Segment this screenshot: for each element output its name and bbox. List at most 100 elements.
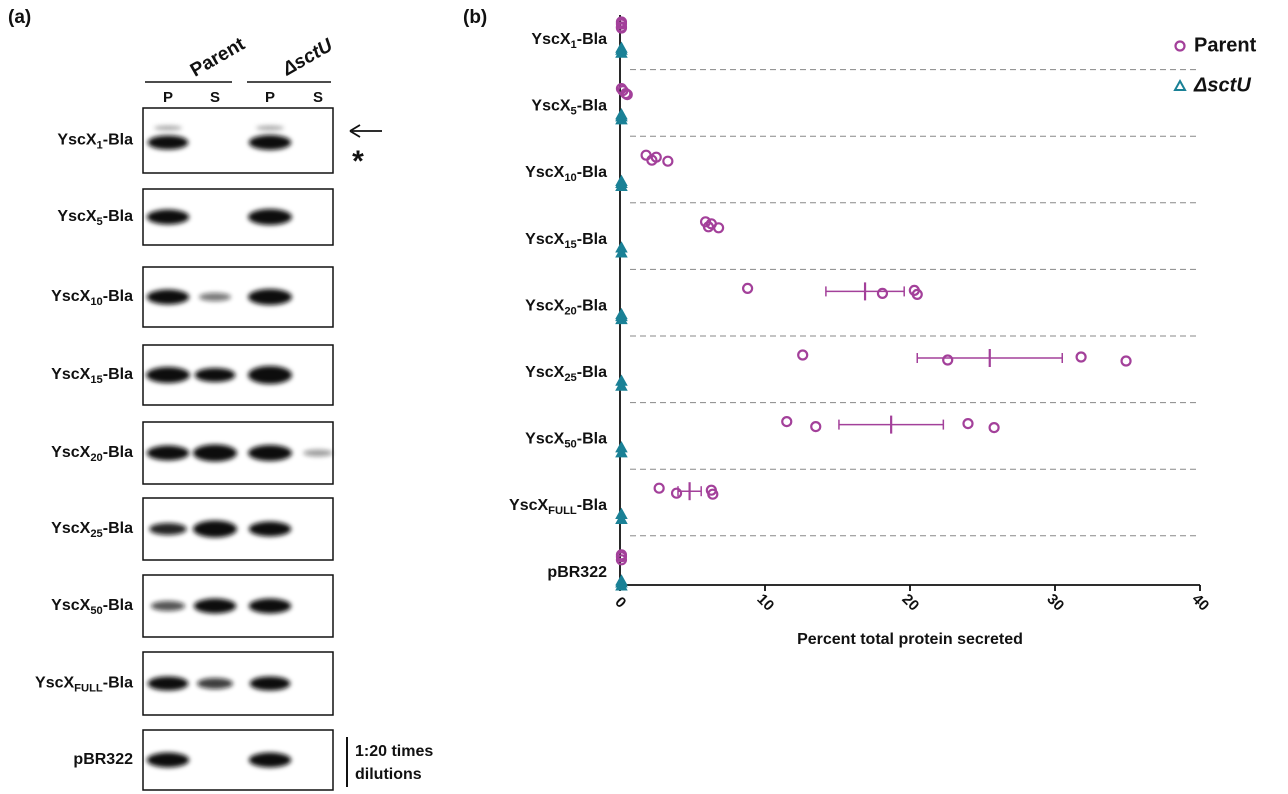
panel-b: (b)YscX1-BlaYscX5-BlaYscX10-BlaYscX15-Bl… — [463, 7, 1257, 648]
legend-label: ΔsctU — [1193, 74, 1251, 96]
figure: (a)ParentΔsctUPSPSYscX1-BlaYscX5-BlaYscX… — [0, 0, 1288, 794]
band — [197, 678, 233, 689]
label-tail: -Bla — [103, 444, 133, 461]
row-label: YscX20-Bla — [51, 444, 133, 464]
band — [248, 366, 292, 384]
label-text: YscX — [531, 31, 570, 48]
group-label: ΔsctU — [278, 34, 337, 80]
row-label: YscX10-Bla — [51, 288, 133, 308]
label-tail: -Bla — [577, 497, 607, 514]
label-text: YscX — [51, 366, 90, 383]
label-sub: 20 — [564, 305, 576, 317]
band — [250, 677, 291, 691]
band — [303, 450, 333, 457]
band — [248, 289, 292, 305]
label-text: YscX — [531, 98, 570, 115]
label-text: YscX — [51, 520, 90, 537]
label-sub: 15 — [564, 239, 576, 251]
data-point — [798, 351, 807, 360]
data-point — [642, 151, 651, 160]
band — [249, 135, 291, 150]
band — [249, 599, 291, 614]
label-text: YscX — [525, 164, 564, 181]
label-tail: -Bla — [103, 288, 133, 305]
label-sub: 20 — [90, 452, 102, 464]
label-tail: -Bla — [577, 164, 607, 181]
band — [151, 601, 185, 611]
band — [147, 210, 189, 225]
label-sub: 50 — [90, 605, 102, 617]
label-tail: -Bla — [103, 597, 133, 614]
legend-marker — [1175, 81, 1185, 90]
band — [193, 445, 237, 462]
band — [249, 753, 291, 768]
label-text: YscX — [57, 208, 96, 225]
row-label: YscX15-Bla — [51, 366, 133, 386]
x-tick-label: 20 — [898, 591, 922, 615]
label-text: YscX — [525, 431, 564, 448]
band — [249, 522, 291, 537]
x-tick-label: 10 — [753, 591, 777, 615]
label-tail: -Bla — [577, 431, 607, 448]
row-label: YscX10-Bla — [525, 164, 607, 184]
row-label: YscX5-Bla — [531, 98, 607, 118]
dilution-note: dilutions — [355, 766, 422, 783]
label-sub: 10 — [90, 296, 102, 308]
band — [147, 753, 189, 768]
label-text: YscX — [509, 497, 548, 514]
data-point — [990, 423, 999, 432]
data-point — [663, 157, 672, 166]
x-tick-label: 40 — [1188, 591, 1212, 615]
label-text: YscX — [51, 444, 90, 461]
x-tick-label: 0 — [611, 594, 629, 612]
x-tick-label: 30 — [1043, 591, 1067, 615]
band — [148, 677, 189, 691]
label-tail: -Bla — [103, 366, 133, 383]
band — [248, 209, 292, 225]
dilution-note: 1:20 times — [355, 743, 433, 760]
label-text: YscX — [525, 298, 564, 315]
band — [195, 368, 236, 382]
panel-label: (b) — [463, 7, 487, 28]
label-text: YscX — [35, 675, 74, 692]
band — [194, 599, 236, 614]
data-point — [878, 289, 887, 298]
label-sub: FULL — [548, 505, 577, 517]
label-sub: 25 — [90, 528, 102, 540]
data-point — [943, 356, 952, 365]
label-sub: 25 — [564, 372, 576, 384]
data-point — [1122, 357, 1131, 366]
label-tail: -Bla — [103, 675, 133, 692]
band — [199, 293, 231, 302]
label-text: YscX — [57, 132, 96, 149]
band — [148, 136, 189, 150]
row-label: YscX25-Bla — [525, 364, 607, 384]
data-point — [743, 284, 752, 293]
row-label: YscX1-Bla — [531, 31, 607, 51]
label-text: pBR322 — [73, 751, 133, 768]
label-tail: -Bla — [103, 132, 133, 149]
faint-band — [256, 126, 284, 131]
label-text: pBR322 — [547, 564, 607, 581]
label-tail: -Bla — [577, 98, 607, 115]
x-axis-title: Percent total protein secreted — [797, 631, 1023, 648]
data-point — [964, 419, 973, 428]
label-tail: -Bla — [577, 231, 607, 248]
label-sub: 10 — [564, 172, 576, 184]
row-label: pBR322 — [73, 751, 133, 768]
row-label: YscX50-Bla — [525, 431, 607, 451]
band — [147, 446, 189, 461]
group-label: Parent — [187, 33, 249, 81]
label-tail: -Bla — [577, 364, 607, 381]
label-sub: 50 — [564, 439, 576, 451]
data-point — [672, 489, 681, 498]
band — [149, 523, 187, 535]
label-tail: -Bla — [577, 298, 607, 315]
data-point — [811, 422, 820, 431]
row-label: YscX25-Bla — [51, 520, 133, 540]
label-tail: -Bla — [577, 31, 607, 48]
row-label: pBR322 — [547, 564, 607, 581]
legend-marker — [1176, 42, 1185, 51]
row-label: YscXFULL-Bla — [509, 497, 607, 517]
